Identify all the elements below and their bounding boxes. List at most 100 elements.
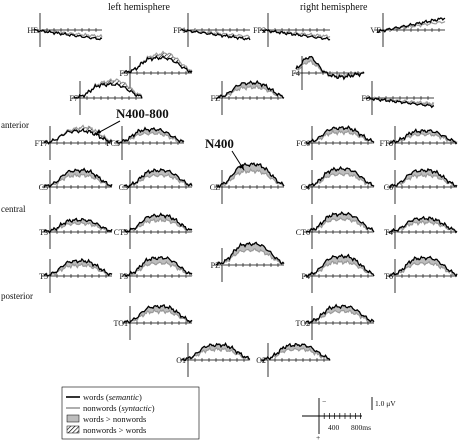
nonwords-wave-c5	[43, 173, 113, 189]
electrode-label-f7: F7	[70, 94, 78, 103]
scale-ticks	[323, 413, 361, 419]
words-wave-p4	[305, 253, 375, 279]
words-wave-p3	[123, 256, 193, 278]
right-hemisphere-header: right hemisphere	[300, 2, 368, 13]
nonwords-wave-pz	[215, 248, 285, 267]
electrode-panel-o2: O2	[256, 342, 331, 377]
words-wave-f8	[365, 96, 435, 109]
electrode-label-fc6: FC6	[296, 139, 310, 148]
electrode-label-fz: FZ	[211, 94, 220, 103]
words-wave-c4	[305, 165, 375, 189]
electrode-label-f4: F4	[292, 69, 300, 78]
electrode-panel-t3: T3	[39, 215, 113, 249]
electrode-panel-cz: CZ	[210, 162, 285, 204]
difference-fill-o1	[182, 343, 250, 361]
difference-fill-f7	[74, 79, 142, 99]
electrode-panel-p4: P4	[302, 253, 375, 293]
words-wave-cz	[215, 162, 285, 189]
words-wave-to1	[123, 304, 193, 325]
scale-amplitude-label: 1.0 μV	[375, 399, 396, 408]
legend-swatch-nonwords-gt-words	[66, 425, 80, 434]
electrode-label-fp1: FP1	[173, 26, 186, 35]
electrode-panel-c5: C5	[39, 167, 113, 204]
scale-bar: − + 400 800ms 1.0 μV	[302, 397, 396, 441]
anterior-label: anterior	[1, 120, 29, 130]
electrode-panels: HE FP1 FP2 VE F3 F4 F7 FZ F8 FT7 FC5 FC6 FT8 C5 C3 CZ C4…	[27, 13, 458, 377]
nonwords-wave-to1	[123, 308, 193, 325]
electrode-panel-f3: F3	[120, 50, 193, 90]
electrode-label-p4: P4	[302, 272, 310, 281]
words-wave-t5	[43, 257, 113, 277]
electrode-panel-pz: PZ	[211, 241, 285, 282]
electrode-label-fc5: FC5	[106, 139, 120, 148]
electrode-label-cz: CZ	[210, 183, 220, 192]
electrode-label-c6: C6	[384, 183, 393, 192]
words-wave-he	[33, 28, 103, 41]
electrode-panel-c6: C6	[384, 167, 458, 204]
words-wave-o2	[261, 342, 331, 363]
n400-800-label: N400-800	[116, 106, 169, 121]
electrode-label-ft8: FT8	[380, 139, 393, 148]
n400-800-arrowhead	[96, 129, 101, 134]
words-wave-f3	[123, 54, 193, 74]
words-wave-fp2	[261, 29, 331, 41]
nonwords-wave-to2	[305, 309, 375, 326]
electrode-panel-to2: TO2	[295, 303, 375, 340]
words-wave-ft8	[388, 128, 458, 145]
words-wave-c6	[388, 167, 458, 189]
words-wave-fc5	[115, 126, 185, 144]
nonwords-wave-fz	[215, 84, 285, 100]
difference-fill-c3	[124, 169, 192, 188]
words-wave-fz	[215, 79, 285, 100]
electrode-panel-f7: F7	[70, 78, 143, 115]
electrode-panel-ct5: CT5	[114, 212, 193, 249]
electrode-label-c4: C4	[301, 183, 310, 192]
left-hemisphere-header: left hemisphere	[108, 2, 170, 13]
nonwords-wave-t3	[43, 221, 113, 234]
electrode-panel-ft7: FT7	[35, 124, 113, 160]
legend-label-nonwords-gt-words: nonwords > words	[83, 425, 146, 435]
electrode-label-he: HE	[27, 26, 38, 35]
electrode-panel-fz: FZ	[211, 79, 285, 115]
electrode-label-ve: VE	[370, 26, 381, 35]
electrode-label-t5: T5	[39, 272, 48, 281]
electrode-label-f8: F8	[362, 94, 370, 103]
words-wave-c3	[123, 168, 193, 189]
nonwords-wave-fp2	[261, 28, 331, 38]
words-wave-f7	[73, 81, 143, 100]
n400-arrowhead	[239, 164, 244, 170]
words-wave-fp1	[181, 28, 251, 41]
scale-minus-sign: −	[322, 397, 326, 406]
electrode-label-f3: F3	[120, 69, 128, 78]
electrode-panel-fc5: FC5	[106, 126, 185, 160]
words-wave-ct5	[123, 212, 193, 234]
n400-annotation: N400	[205, 136, 245, 171]
nonwords-wave-f3	[123, 50, 193, 74]
electrode-panel-fc6: FC6	[296, 125, 375, 160]
nonwords-wave-fp1	[181, 29, 251, 38]
words-wave-ct6	[305, 211, 375, 234]
electrode-panel-c4: C4	[301, 165, 375, 204]
words-wave-ve	[376, 17, 446, 34]
electrode-label-p3: P3	[120, 272, 128, 281]
electrode-panel-fp2: FP2	[253, 13, 331, 47]
electrode-panel-to1: TO1	[113, 304, 193, 340]
difference-fill-t6	[389, 256, 457, 277]
electrode-label-t4: T4	[384, 228, 393, 237]
electrode-label-t6: T6	[384, 272, 393, 281]
difference-fill-pz	[216, 242, 284, 265]
electrode-panel-t4: T4	[384, 215, 458, 249]
words-wave-t3	[43, 217, 113, 234]
electrode-panel-t6: T6	[384, 255, 458, 293]
nonwords-wave-c6	[388, 172, 458, 188]
n400-800-annotation: N400-800	[95, 106, 169, 135]
electrode-label-o2: O2	[256, 356, 266, 365]
nonwords-wave-t5	[43, 262, 113, 277]
electrode-label-t3: T3	[39, 228, 48, 237]
nonwords-wave-f4	[295, 59, 365, 79]
posterior-label: posterior	[1, 291, 33, 301]
electrode-label-ct6: CT6	[296, 228, 310, 237]
words-wave-t6	[388, 255, 458, 278]
legend-box	[61, 386, 200, 440]
